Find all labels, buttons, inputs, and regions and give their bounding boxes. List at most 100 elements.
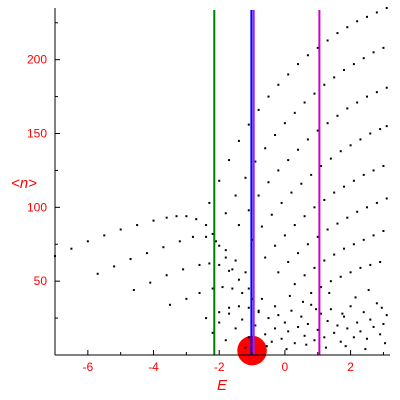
data-point xyxy=(277,83,280,86)
data-point xyxy=(362,173,365,176)
data-point xyxy=(356,321,359,324)
data-point xyxy=(96,272,99,275)
data-point xyxy=(267,317,270,320)
data-point xyxy=(241,291,244,294)
data-point xyxy=(287,260,290,263)
data-point xyxy=(336,324,339,327)
data-point xyxy=(103,234,106,237)
data-point xyxy=(324,346,327,349)
data-point xyxy=(344,345,347,348)
data-point xyxy=(70,247,73,250)
data-point xyxy=(372,169,375,172)
data-point xyxy=(277,314,280,317)
data-point xyxy=(372,234,375,237)
data-point xyxy=(300,182,303,185)
data-point xyxy=(234,327,237,330)
data-point xyxy=(306,138,309,141)
data-point xyxy=(343,69,346,72)
data-point xyxy=(165,216,168,219)
data-point xyxy=(328,291,331,294)
data-point xyxy=(329,308,332,311)
data-point xyxy=(366,15,369,18)
data-point xyxy=(277,169,280,172)
data-point xyxy=(293,111,296,114)
data-point xyxy=(244,271,247,274)
data-point xyxy=(257,108,260,111)
data-point xyxy=(218,263,221,266)
data-point xyxy=(349,271,352,274)
data-point xyxy=(283,122,286,125)
data-point xyxy=(313,339,316,342)
data-point xyxy=(234,259,237,262)
data-point xyxy=(313,206,316,209)
data-point xyxy=(198,291,201,294)
data-point xyxy=(336,114,339,117)
data-point xyxy=(382,46,385,49)
data-point xyxy=(301,300,304,303)
data-point xyxy=(280,337,283,340)
data-point xyxy=(280,201,283,204)
data-point xyxy=(274,244,277,247)
data-point xyxy=(244,346,247,349)
data-point xyxy=(369,318,372,321)
data-point xyxy=(323,83,326,86)
data-point xyxy=(290,309,293,312)
data-point xyxy=(310,291,313,294)
data-point xyxy=(218,321,221,324)
data-point xyxy=(315,308,318,311)
data-point xyxy=(369,132,372,135)
data-point xyxy=(359,138,362,141)
data-point xyxy=(316,235,319,238)
data-point xyxy=(260,225,263,228)
data-point xyxy=(375,302,378,305)
data-point xyxy=(168,303,171,306)
data-point xyxy=(165,274,168,277)
data-point xyxy=(362,238,365,241)
data-point xyxy=(265,345,268,348)
data-point xyxy=(247,209,250,212)
data-point xyxy=(382,322,385,325)
data-point xyxy=(195,218,198,221)
data-point xyxy=(366,337,369,340)
data-point xyxy=(237,139,240,142)
data-point xyxy=(375,201,378,204)
data-point xyxy=(354,296,357,299)
data-point xyxy=(356,20,359,23)
data-point xyxy=(297,148,300,151)
data-point xyxy=(316,328,319,331)
data-point xyxy=(310,173,313,176)
data-point xyxy=(384,342,387,345)
data-point xyxy=(254,160,257,163)
data-point xyxy=(290,191,293,194)
data-point xyxy=(333,253,336,256)
data-point xyxy=(205,317,208,320)
data-point xyxy=(339,275,342,278)
data-point xyxy=(228,312,231,315)
data-point xyxy=(182,268,185,271)
data-point xyxy=(380,306,383,309)
data-point xyxy=(333,76,336,79)
x-tick-label: 2 xyxy=(347,360,354,374)
data-point xyxy=(293,224,296,227)
data-point xyxy=(359,330,362,333)
data-point xyxy=(228,159,231,162)
data-point xyxy=(375,91,378,94)
data-point xyxy=(297,325,300,328)
data-point xyxy=(241,318,244,321)
data-point xyxy=(329,157,332,160)
data-point xyxy=(349,305,352,308)
data-point xyxy=(254,324,257,327)
data-point xyxy=(336,222,339,225)
data-point xyxy=(237,278,240,281)
data-point xyxy=(198,263,201,266)
x-tick-label: 0 xyxy=(282,360,289,374)
data-point xyxy=(303,334,306,337)
data-point xyxy=(224,249,227,252)
data-point xyxy=(303,101,306,104)
data-point xyxy=(145,252,148,255)
data-point xyxy=(277,271,280,274)
data-point xyxy=(208,201,211,204)
data-point xyxy=(356,101,359,104)
data-point xyxy=(136,224,139,227)
